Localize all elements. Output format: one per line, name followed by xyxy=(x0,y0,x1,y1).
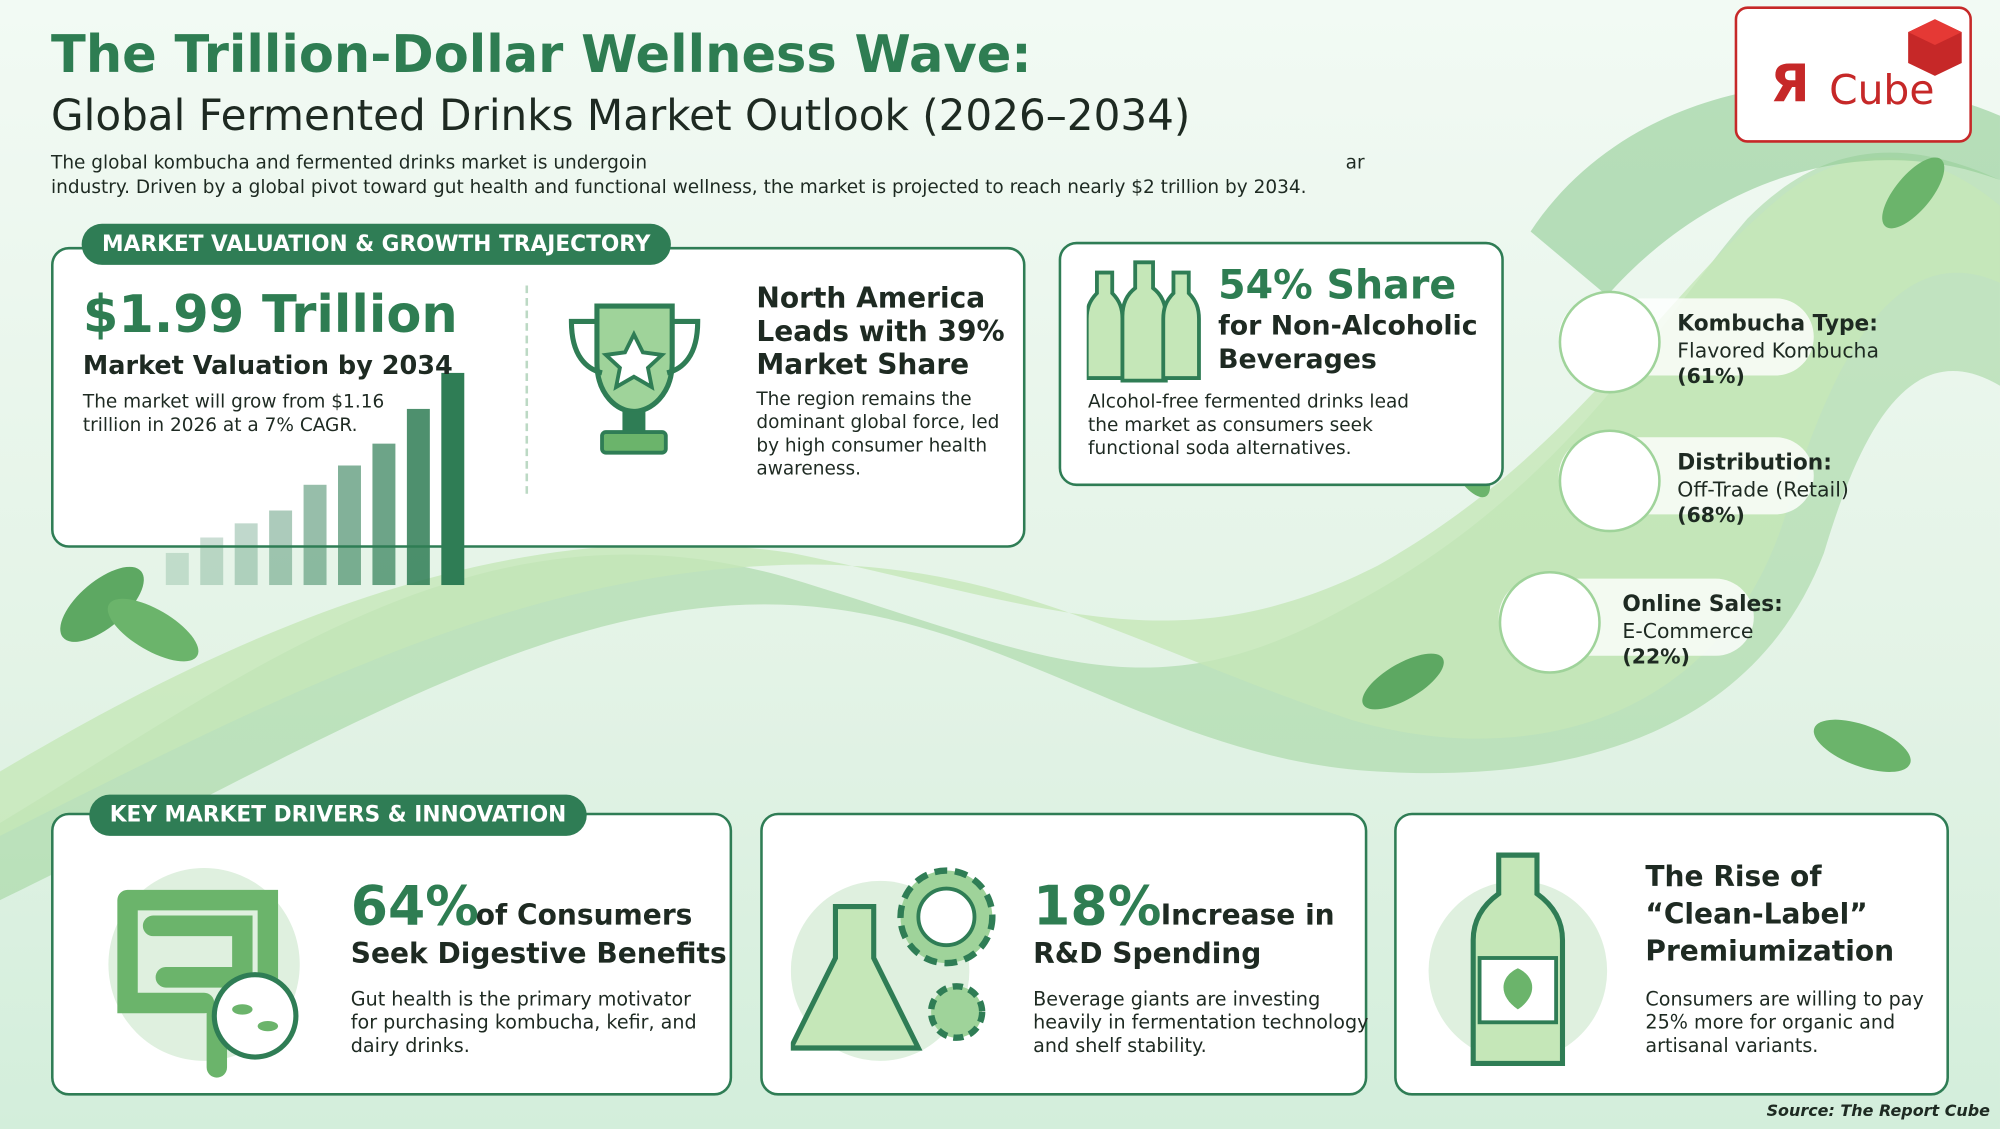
segment-value: Off-Trade (Retail) xyxy=(1677,477,1849,502)
bottle-icon xyxy=(1428,852,1608,1067)
segment-label: Distribution: xyxy=(1677,450,1832,476)
segment-icon xyxy=(1558,290,1661,394)
segment-value: E-Commerce xyxy=(1622,618,1754,643)
driver-text: Beverage giants are investing heavily in… xyxy=(1033,987,1369,1058)
bottles-icon xyxy=(1086,260,1201,383)
segment-share: (61%) xyxy=(1677,363,1745,389)
source: Source: The Report Cube xyxy=(1766,1100,1990,1121)
segment-label: Kombucha Type: xyxy=(1677,311,1878,337)
segment-label: Online Sales: xyxy=(1622,591,1783,618)
logo: Я Cube xyxy=(1734,6,1972,143)
subtitle: Global Fermented Drinks Market Outlook (… xyxy=(51,90,1191,141)
driver-title: of Consumers xyxy=(475,900,693,933)
segment-share: (68%) xyxy=(1677,502,1745,528)
title: The Trillion-Dollar Wellness Wave: xyxy=(51,25,1032,85)
driver-title: Increase in xyxy=(1160,900,1335,933)
gut-icon xyxy=(108,867,300,1078)
lab-icon xyxy=(790,867,996,1061)
driver-text: Consumers are willing to pay 25% more fo… xyxy=(1645,987,1924,1058)
intro: ar xyxy=(1345,153,1365,174)
logo-text: Cube xyxy=(1829,65,1935,115)
section-heading: KEY MARKET DRIVERS & INNOVATION xyxy=(89,794,587,836)
driver-text: Gut health is the primary motivator for … xyxy=(350,987,697,1058)
growth-bars xyxy=(165,372,465,586)
driver-title: Seek Digestive Benefits xyxy=(350,938,727,971)
non-alcoholic-title: for Non-Alcoholic Beverages xyxy=(1218,309,1478,375)
driver-title: R&D Spending xyxy=(1033,938,1262,971)
non-alcoholic-text: Alcohol-free fermented drinks lead the m… xyxy=(1088,392,1410,460)
valuation-big: $1.99 Trillion xyxy=(82,285,458,345)
valuation-text: The market will grow from $1.16 trillion… xyxy=(82,392,385,436)
segment-value: Flavored Kombucha xyxy=(1677,338,1879,363)
region-text: The region remains the dominant global f… xyxy=(756,389,1000,480)
logo-mark: Я xyxy=(1770,55,1810,115)
intro: The global kombucha and fermented drinks… xyxy=(51,153,648,174)
divider xyxy=(525,285,529,494)
section-heading: MARKET VALUATION & GROWTH TRAJECTORY xyxy=(81,223,671,265)
non-alcoholic-big: 54% Share xyxy=(1218,262,1457,309)
trophy-icon xyxy=(568,303,701,455)
intro: industry. Driven by a global pivot towar… xyxy=(51,177,1307,199)
segment-icon xyxy=(1558,429,1661,533)
segment-icon xyxy=(1498,570,1601,674)
region-title: North America Leads with 39% Market Shar… xyxy=(756,282,1005,382)
valuation-label: Market Valuation by 2034 xyxy=(82,349,453,381)
driver-title: The Rise of “Clean-Label” Premiumization xyxy=(1645,861,1895,969)
logo-cube xyxy=(1908,19,1962,76)
segment-share: (22%) xyxy=(1622,644,1690,669)
driver-stat: 18% xyxy=(1033,874,1162,938)
driver-stat: 64% xyxy=(350,874,479,938)
